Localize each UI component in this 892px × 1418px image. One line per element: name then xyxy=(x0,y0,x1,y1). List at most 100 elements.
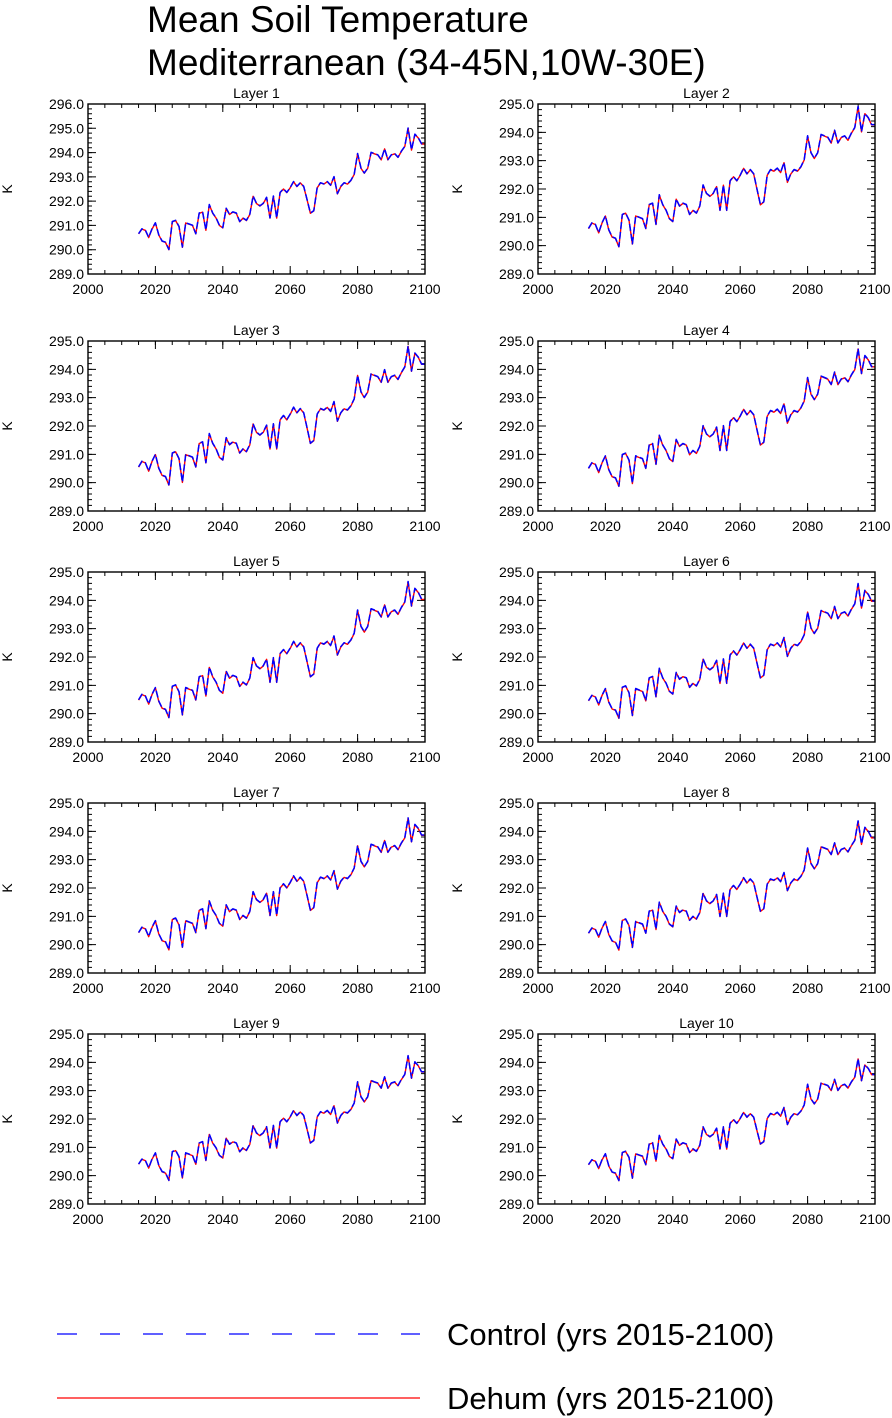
minor-ticks xyxy=(537,103,876,275)
y-tick-label: 292.0 xyxy=(49,649,84,665)
x-tick-label: 2020 xyxy=(140,518,171,534)
y-tick-label: 289.0 xyxy=(49,1196,84,1212)
y-tick-label: 294.0 xyxy=(49,361,84,377)
y-tick-label: 292.0 xyxy=(49,1111,84,1127)
y-tick-label: 293.0 xyxy=(49,169,84,185)
x-tick-label: 2040 xyxy=(207,281,238,297)
plot-frame xyxy=(537,802,876,974)
panel-title: Layer 9 xyxy=(233,1015,280,1031)
x-tick-label: 2040 xyxy=(207,980,238,996)
panel-title: Layer 2 xyxy=(683,85,730,101)
panel-layer-5: Layer 5 K 289.0 290.0 291.0 292.0 293.0 294.0 29… xyxy=(0,553,441,765)
panel-title: Layer 4 xyxy=(683,322,730,338)
x-tick-label: 2080 xyxy=(792,1211,823,1227)
y-tick-label: 290.0 xyxy=(49,706,84,722)
y-tick-label: 291.0 xyxy=(499,677,534,693)
y-tick-label: 295.0 xyxy=(49,120,84,136)
legend-dehum-label: Dehum (yrs 2015-2100) xyxy=(447,1381,774,1416)
series-control-line xyxy=(587,105,875,248)
figure-title-line1: Mean Soil Temperature xyxy=(147,0,529,40)
y-tick-label: 294.0 xyxy=(499,1054,534,1070)
series-control-line xyxy=(587,347,875,487)
panel-layer-7: Layer 7 K 289.0 290.0 291.0 292.0 293.0 294.0 29… xyxy=(0,784,441,996)
minor-ticks xyxy=(87,571,426,743)
series-dehum-line xyxy=(137,345,425,486)
y-tick-label: 292.0 xyxy=(49,193,84,209)
x-tick-label: 2060 xyxy=(275,980,306,996)
x-tick-label: 2080 xyxy=(342,980,373,996)
x-tick-label: 2000 xyxy=(72,281,103,297)
x-tick-label: 2100 xyxy=(409,1211,440,1227)
x-tick-label: 2080 xyxy=(342,281,373,297)
panel-layer-2: Layer 2 K 289.0 290.0 291.0 292.0 293.0 294.0 29… xyxy=(449,85,891,297)
x-tick-label: 2100 xyxy=(859,749,890,765)
y-tick-label: 292.0 xyxy=(49,418,84,434)
plot-frame xyxy=(537,340,876,512)
x-tick-label: 2100 xyxy=(859,1211,890,1227)
y-tick-label: 293.0 xyxy=(49,390,84,406)
series-dehum-line xyxy=(138,817,425,951)
x-tick-label: 2020 xyxy=(590,980,621,996)
y-tick-label: 291.0 xyxy=(499,209,534,225)
x-tick-label: 2060 xyxy=(725,281,756,297)
y-tick-label: 291.0 xyxy=(49,908,84,924)
minor-ticks xyxy=(87,1033,426,1205)
y-tick-label: 291.0 xyxy=(49,1139,84,1155)
panel-layer-8: Layer 8 K 289.0 290.0 291.0 292.0 293.0 294.0 29… xyxy=(449,784,891,996)
x-tick-label: 2040 xyxy=(657,518,688,534)
y-axis-label: K xyxy=(449,1114,465,1124)
y-tick-label: 293.0 xyxy=(49,1083,84,1099)
y-tick-label: 293.0 xyxy=(499,153,534,169)
x-tick-label: 2020 xyxy=(140,1211,171,1227)
x-tick-label: 2060 xyxy=(725,749,756,765)
y-tick-label: 291.0 xyxy=(49,446,84,462)
y-tick-label: 295.0 xyxy=(499,1026,534,1042)
x-tick-label: 2020 xyxy=(140,980,171,996)
y-tick-label: 295.0 xyxy=(49,333,84,349)
x-tick-label: 2100 xyxy=(409,749,440,765)
x-tick-label: 2060 xyxy=(275,749,306,765)
y-tick-label: 295.0 xyxy=(49,564,84,580)
y-tick-label: 294.0 xyxy=(499,124,534,140)
figure-title-line2: Mediterranean (34-45N,10W-30E) xyxy=(147,42,706,83)
series-dehum-line xyxy=(138,127,425,251)
y-tick-label: 289.0 xyxy=(499,965,534,981)
x-tick-label: 2020 xyxy=(140,749,171,765)
y-axis-label: K xyxy=(0,184,15,194)
y-tick-label: 292.0 xyxy=(499,649,534,665)
y-tick-label: 293.0 xyxy=(49,852,84,868)
y-tick-label: 294.0 xyxy=(49,592,84,608)
series-control-line xyxy=(137,817,425,951)
plot-frame xyxy=(87,340,426,512)
y-axis-label: K xyxy=(0,883,15,893)
y-tick-label: 295.0 xyxy=(49,795,84,811)
y-tick-label: 290.0 xyxy=(49,475,84,491)
minor-ticks xyxy=(537,1033,876,1205)
series-dehum-line xyxy=(587,583,875,720)
y-tick-label: 290.0 xyxy=(499,1168,534,1184)
panel-title: Layer 5 xyxy=(233,553,280,569)
minor-ticks xyxy=(537,571,876,743)
y-tick-label: 293.0 xyxy=(499,852,534,868)
plot-frame xyxy=(87,802,426,974)
panel-layer-9: Layer 9 K 289.0 290.0 291.0 292.0 293.0 294.0 29… xyxy=(0,1015,441,1227)
series-control-line xyxy=(137,1054,425,1182)
y-tick-label: 291.0 xyxy=(499,908,534,924)
panel-layer-4: Layer 4 K 289.0 290.0 291.0 292.0 293.0 294.0 29… xyxy=(449,322,891,534)
y-tick-label: 295.0 xyxy=(499,96,534,112)
x-tick-label: 2040 xyxy=(657,1211,688,1227)
x-tick-label: 2000 xyxy=(72,518,103,534)
legend-control-label: Control (yrs 2015-2100) xyxy=(447,1317,774,1352)
y-tick-label: 289.0 xyxy=(499,734,534,750)
y-axis-label: K xyxy=(0,652,15,662)
y-tick-label: 290.0 xyxy=(499,475,534,491)
y-tick-label: 294.0 xyxy=(49,823,84,839)
y-axis-label: K xyxy=(449,883,465,893)
x-tick-label: 2000 xyxy=(522,281,553,297)
x-tick-label: 2000 xyxy=(72,1211,103,1227)
y-tick-label: 294.0 xyxy=(49,1054,84,1070)
y-tick-label: 294.0 xyxy=(499,823,534,839)
plot-frame xyxy=(87,103,426,275)
panel-grid: Layer 1 K 289.0 290.0 291.0 292.0 293.0 294.0 29… xyxy=(0,85,891,1227)
